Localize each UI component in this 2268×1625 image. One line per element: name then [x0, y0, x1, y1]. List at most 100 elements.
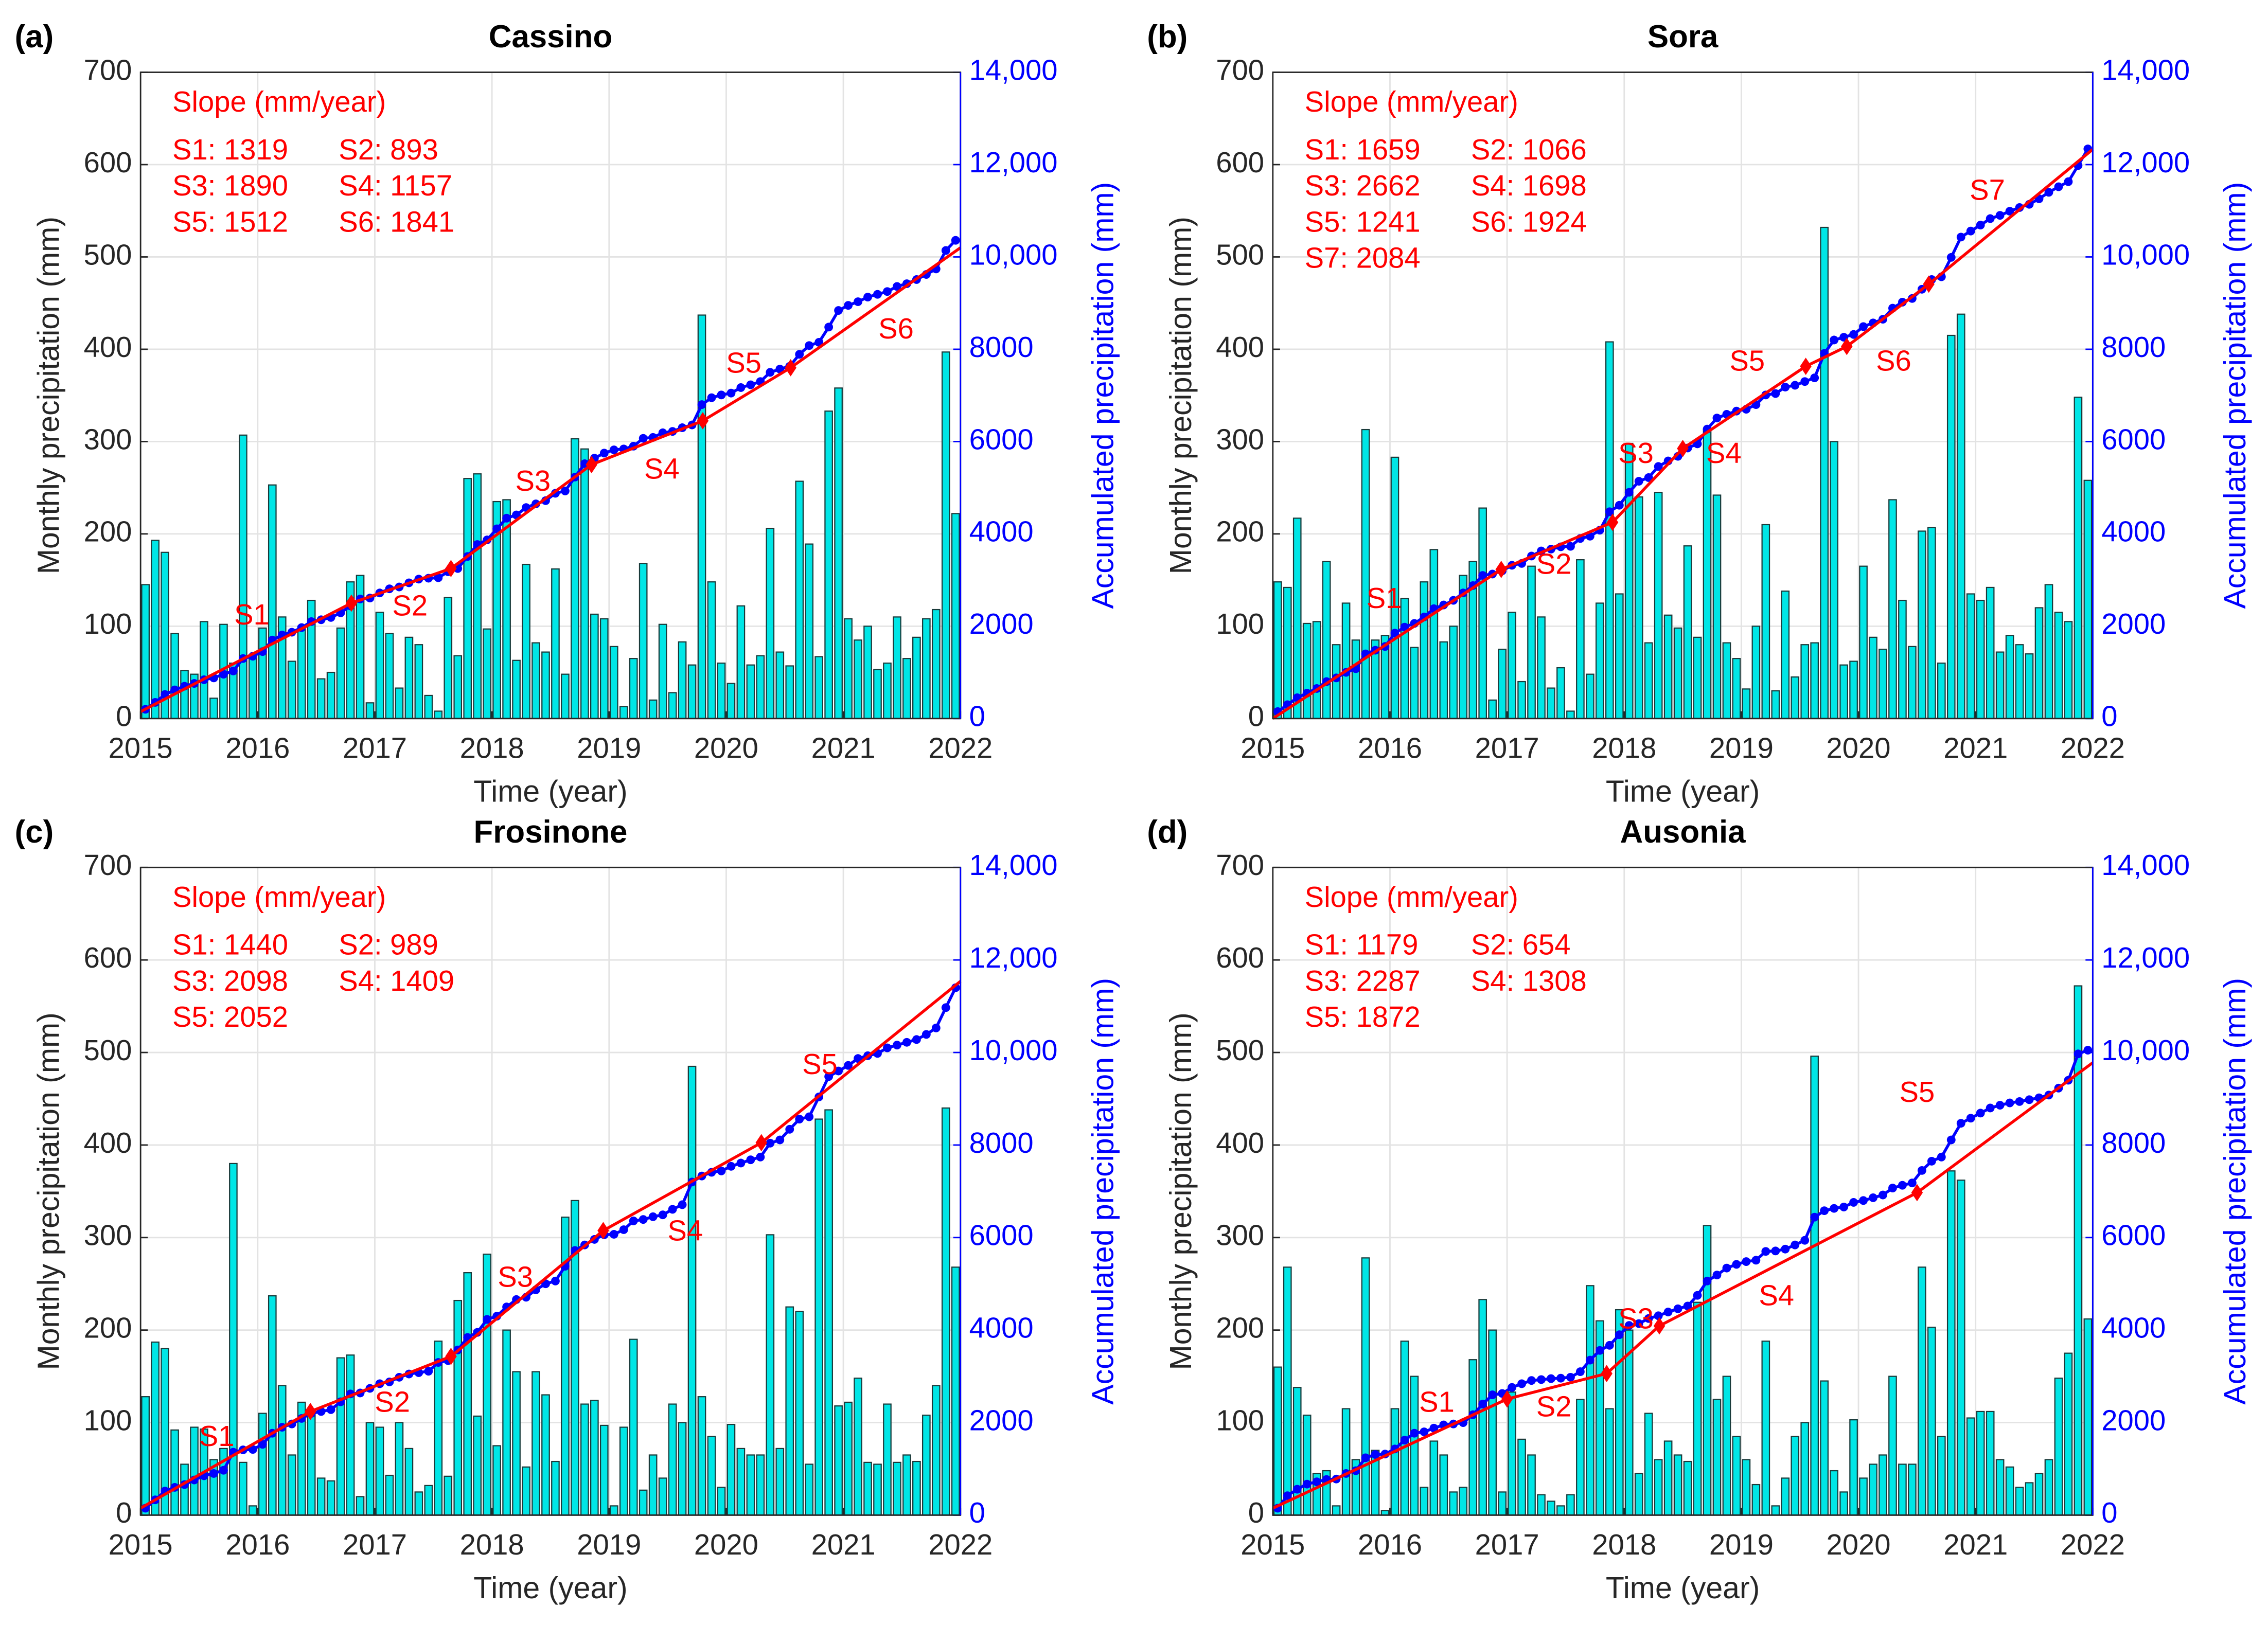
accumulated-point	[1488, 1390, 1497, 1400]
bar	[668, 692, 677, 719]
panel: 2015 2016 2017 2018 2019 2020 2021 202201002003…	[1147, 814, 2252, 1605]
bar	[1751, 626, 1761, 719]
y-tick-label: 100	[1216, 1404, 1264, 1436]
slope-value: S5: 1512	[172, 205, 288, 238]
bar	[1673, 1454, 1682, 1516]
accumulated-point	[717, 1166, 726, 1175]
y2-tick-label: 14,000	[969, 849, 1058, 881]
bar	[1918, 530, 1926, 719]
bar	[824, 410, 833, 719]
bar	[1439, 1454, 1448, 1516]
bar	[434, 710, 443, 719]
bar	[2044, 584, 2053, 719]
segment-label: S3	[1618, 437, 1654, 469]
bar	[1351, 639, 1360, 719]
accumulated-point	[1810, 373, 1819, 383]
x-tick-label: 2020	[694, 1528, 758, 1561]
panel-label: (c)	[15, 814, 54, 850]
accumulated-point	[619, 1225, 628, 1234]
accumulated-point	[326, 1405, 335, 1414]
bar	[1830, 441, 1838, 719]
bar	[316, 1477, 326, 1516]
bar	[239, 434, 247, 719]
bar	[599, 618, 609, 719]
bar	[785, 1306, 794, 1516]
y2-tick-label: 0	[2101, 1496, 2117, 1529]
accumulated-point	[1371, 1450, 1380, 1459]
bar	[2015, 644, 2024, 719]
bar	[473, 473, 482, 719]
accumulated-point	[2064, 177, 2073, 186]
accumulated-point	[1420, 1427, 1429, 1436]
accumulated-point	[2044, 188, 2053, 197]
bar	[1547, 1501, 1555, 1516]
y-tick-label: 300	[1216, 1219, 1264, 1252]
bar	[1508, 1391, 1516, 1516]
y2-tick-label: 2000	[969, 608, 1034, 640]
accumulated-point	[258, 1440, 267, 1449]
accumulated-point	[2074, 1049, 2083, 1059]
bar	[941, 1107, 950, 1516]
accumulated-point	[1693, 1291, 1702, 1300]
slope-value: S5: 2052	[172, 1001, 288, 1033]
bar	[687, 1065, 697, 1516]
slope-value: S2: 989	[339, 928, 438, 961]
accumulated-point	[941, 246, 950, 255]
accumulated-point	[1751, 1256, 1761, 1265]
y2-tick-label: 12,000	[2101, 146, 2190, 178]
bar	[551, 1460, 560, 1516]
accumulated-point	[1683, 1301, 1692, 1311]
bar	[2034, 1473, 2044, 1516]
bar	[258, 1413, 267, 1516]
bar	[766, 527, 775, 719]
bar	[805, 543, 814, 719]
accumulated-point	[1859, 322, 1868, 331]
accumulated-point	[1722, 1263, 1731, 1273]
x-tick-label: 2019	[577, 731, 641, 764]
bar	[1517, 681, 1526, 719]
bar	[619, 706, 628, 719]
bar	[2044, 1459, 2053, 1516]
bar	[1722, 642, 1731, 719]
accumulated-point	[883, 1043, 892, 1052]
bar	[1879, 649, 1887, 719]
bar	[678, 1422, 687, 1516]
bar	[1810, 1056, 1819, 1516]
bar	[1732, 1436, 1741, 1516]
accumulated-point	[1898, 1181, 1907, 1190]
bar	[336, 627, 345, 719]
bar	[1390, 1408, 1399, 1516]
bar	[541, 1394, 550, 1516]
bar	[1703, 428, 1712, 719]
bar	[2015, 1487, 2024, 1516]
accumulated-point	[1634, 477, 1643, 486]
bar	[824, 1109, 833, 1516]
accumulated-point	[1888, 1184, 1897, 1192]
bar	[1605, 1408, 1614, 1516]
bar	[1547, 687, 1555, 719]
bar	[873, 1463, 882, 1516]
bar	[1624, 442, 1634, 719]
bar	[1781, 591, 1790, 719]
bar	[1302, 1415, 1312, 1516]
y-tick-label: 0	[1248, 700, 1264, 733]
y2-tick-label: 8000	[2101, 1127, 2166, 1159]
bar	[1712, 1399, 1722, 1516]
bar	[365, 1422, 375, 1516]
bar	[609, 646, 618, 719]
bar	[1654, 491, 1663, 719]
x-tick-label: 2018	[1592, 1528, 1656, 1561]
bar	[1966, 1417, 1975, 1516]
accumulated-point	[1956, 233, 1965, 242]
bar	[551, 568, 560, 719]
bar	[1810, 642, 1819, 719]
bar	[2083, 479, 2093, 719]
bar	[922, 1415, 931, 1516]
accumulated-point	[1966, 226, 1975, 236]
bar	[180, 1463, 189, 1516]
bar	[1693, 1301, 1702, 1516]
bar	[336, 1357, 345, 1516]
bar	[902, 1454, 911, 1516]
accumulated-point	[834, 1066, 843, 1076]
slope-value: S2: 654	[1471, 928, 1571, 961]
